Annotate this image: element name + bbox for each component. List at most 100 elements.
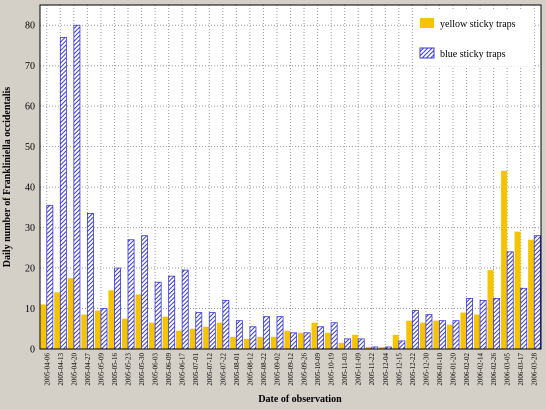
x-tick-label: 2005-09-02	[273, 353, 281, 386]
y-tick-label: 0	[30, 345, 35, 356]
x-tick-label: 2005-10-09	[314, 353, 322, 386]
bar	[135, 294, 142, 349]
bar	[317, 326, 325, 350]
x-tick-label: 2005-12-30	[422, 353, 430, 386]
bar	[121, 318, 129, 349]
bar	[276, 316, 284, 350]
plot-border	[39, 4, 542, 350]
x-tick-label: 2006-03-05	[504, 353, 512, 386]
x-tick-label: 2005-11-03	[341, 353, 349, 386]
bar	[81, 314, 88, 349]
bar	[466, 298, 474, 350]
bar	[352, 334, 359, 349]
bar	[419, 322, 426, 349]
x-tick-label: 2005-06-03	[152, 353, 160, 386]
bar	[297, 332, 305, 349]
bar	[222, 300, 230, 350]
bar	[460, 312, 467, 349]
bar	[230, 336, 237, 349]
bar	[195, 312, 203, 350]
bar	[108, 290, 115, 349]
x-label: Date of observation	[258, 394, 342, 405]
bar	[493, 298, 501, 350]
bar	[338, 342, 345, 349]
bar	[73, 24, 81, 350]
legend-swatch	[420, 18, 434, 28]
bar	[141, 235, 149, 350]
bar	[54, 292, 61, 349]
bar	[203, 326, 210, 349]
bar	[94, 310, 101, 349]
bar	[528, 239, 535, 349]
bar	[127, 239, 135, 350]
bar	[520, 287, 528, 350]
bar	[357, 338, 365, 350]
bar	[114, 267, 121, 350]
x-tick-label: 2005-11-22	[368, 353, 376, 386]
bar	[473, 314, 481, 349]
bar	[284, 330, 291, 349]
x-tick-label: 2006-02-26	[490, 353, 498, 386]
y-tick-label: 60	[25, 102, 35, 113]
y-tick-label: 40	[25, 183, 35, 194]
bar	[67, 278, 74, 349]
bar	[452, 320, 460, 350]
x-tick-label: 2005-08-01	[233, 353, 241, 386]
bar	[189, 328, 196, 349]
bar	[149, 322, 156, 349]
x-tick-label: 2005-09-12	[287, 353, 295, 386]
x-tick-label: 2005-07-22	[219, 353, 227, 386]
legend-swatch	[419, 47, 435, 59]
x-tick-label: 2005-05-09	[97, 353, 105, 386]
bar	[506, 251, 514, 350]
x-tick-label: 2005-08-12	[246, 353, 254, 386]
y-tick-label: 80	[25, 21, 35, 32]
bar	[501, 170, 508, 349]
x-tick-label: 2006-02-02	[463, 353, 471, 386]
x-tick-label: 2005-09-26	[301, 353, 309, 386]
y-tick-label: 20	[25, 264, 35, 275]
x-tick-label: 2006-01-20	[449, 353, 457, 386]
bar	[59, 36, 67, 350]
y-tick-label: 70	[25, 61, 35, 72]
bar	[263, 316, 270, 350]
x-tick-label: 2005-05-16	[111, 353, 119, 386]
bar	[290, 332, 297, 350]
y-tick-label: 50	[25, 142, 35, 153]
x-tick-label: 2005-04-27	[84, 353, 92, 386]
bar	[487, 270, 494, 349]
bar	[243, 338, 250, 349]
x-tick-label: 2005-07-12	[206, 353, 214, 386]
bar	[344, 338, 352, 350]
legend-label: blue sticky traps	[440, 49, 506, 60]
bar	[46, 204, 54, 350]
bar	[181, 269, 189, 350]
bar	[392, 334, 399, 349]
x-tick-label: 2005-12-04	[382, 353, 390, 386]
x-tick-label: 2005-12-22	[409, 353, 417, 386]
bar	[379, 346, 386, 349]
bar	[40, 304, 47, 349]
bar	[208, 312, 216, 350]
x-tick-label: 2005-06-17	[179, 353, 187, 386]
bar	[249, 326, 257, 350]
bar	[311, 322, 318, 349]
x-tick-label: 2005-06-09	[165, 353, 173, 386]
bar	[303, 332, 311, 350]
bar	[398, 340, 406, 350]
bar	[433, 320, 440, 349]
bar	[154, 281, 162, 350]
y-tick-label: 30	[25, 223, 35, 234]
bar	[176, 330, 183, 349]
bar	[533, 235, 541, 350]
bar	[100, 308, 108, 350]
bar	[411, 310, 419, 350]
bar	[270, 336, 277, 349]
bar	[479, 300, 487, 350]
legend-label: yellow sticky traps	[440, 19, 516, 30]
bar	[257, 336, 264, 349]
bar	[325, 332, 332, 349]
bar	[216, 322, 223, 349]
bar	[406, 320, 413, 349]
